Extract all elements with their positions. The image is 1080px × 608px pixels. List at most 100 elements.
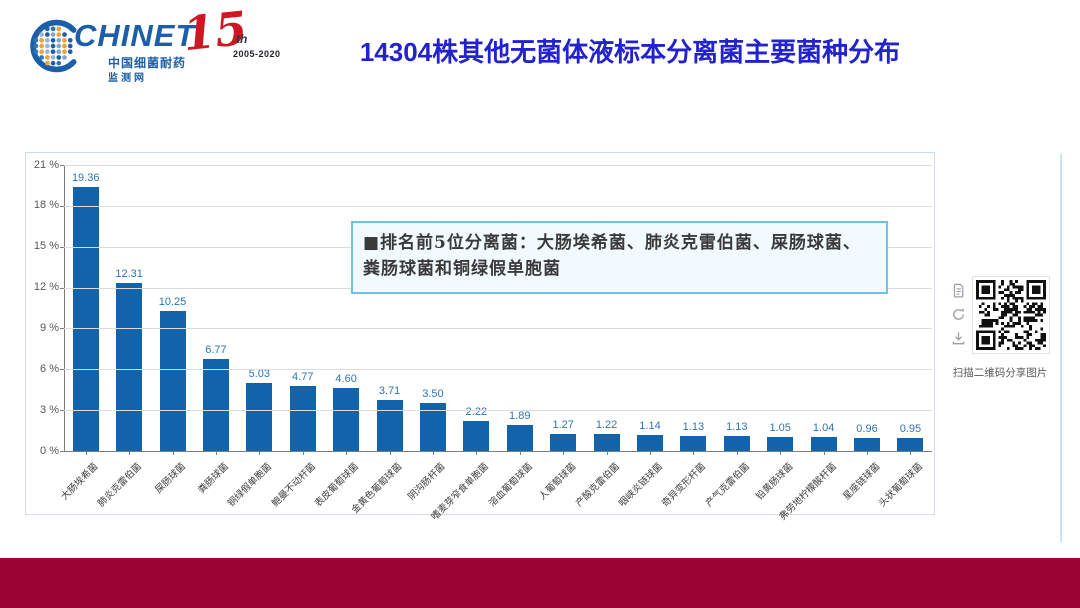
bar-chart-plot-area: 19.36 大肠埃希菌 12.31 肺炎克雷伯菌 10.25 屎肠球菌 6.77 粪肠球菌 5.…	[59, 165, 932, 523]
bar	[593, 434, 620, 451]
x-axis-tick	[85, 451, 87, 455]
bar-column: 1.14 咽峡炎链球菌	[617, 165, 671, 509]
x-axis-label: 星座链球菌	[840, 461, 882, 503]
bar-column: 5.03 铜绿假单胞菌	[226, 165, 281, 510]
gridline	[64, 205, 932, 207]
x-axis-tick	[867, 451, 869, 455]
x-axis-tick	[563, 451, 565, 455]
x-axis-label: 屎肠球菌	[152, 461, 188, 496]
right-divider-line	[1060, 154, 1062, 542]
chart-card: 19.36 大肠埃希菌 12.31 肺炎克雷伯菌 10.25 屎肠球菌 6.77 粪肠球菌 5.…	[25, 152, 935, 523]
bar-column: 12.31 肺炎克雷伯菌	[96, 165, 150, 509]
bar-column: 1.13 奇异变形杆菌	[660, 165, 715, 510]
bar-value-label: 3.50	[422, 388, 444, 401]
x-axis-tick	[606, 451, 608, 455]
gridline	[64, 165, 932, 166]
x-axis-line	[64, 451, 932, 452]
logo-cn-name: 中国细菌耐药	[108, 56, 187, 70]
gridline	[64, 328, 932, 330]
x-axis-label: 溶血葡萄球菌	[486, 461, 535, 510]
bar-column: 1.13 产气克雷伯菌	[704, 165, 758, 510]
bar	[854, 437, 881, 451]
x-axis-label: 产气克雷伯菌	[703, 461, 752, 510]
anniversary-mark: 15 th 2005-2020	[180, 1, 293, 76]
bar	[159, 311, 186, 451]
bar	[767, 436, 794, 451]
x-axis-label: 铜绿假单胞菌	[226, 461, 275, 510]
x-axis-label: 阴沟肠杆菌	[406, 461, 448, 503]
x-axis-tick	[129, 451, 131, 455]
x-axis-label: 人葡萄球菌	[536, 461, 579, 503]
x-axis-tick	[476, 451, 478, 455]
bar-columns: 19.36 大肠埃希菌 12.31 肺炎克雷伯菌 10.25 屎肠球菌 6.77 粪肠球菌 5.…	[59, 165, 932, 523]
bar-value-label: 3.71	[378, 385, 401, 398]
bar-value-label: 1.05	[769, 421, 791, 434]
bar-value-label: 10.25	[158, 296, 187, 309]
bar-value-label: 0.96	[856, 422, 878, 435]
bar-column: 1.27 人葡萄球菌	[537, 165, 584, 503]
chinet-globe-icon	[30, 19, 77, 73]
y-axis-tick	[60, 246, 64, 248]
logo-cn-name-2: 监测网	[108, 73, 147, 84]
bar-column: 1.04 弗劳地柠檬酸杆菌	[777, 165, 845, 523]
y-axis-tick	[60, 410, 64, 412]
bar	[289, 386, 316, 451]
x-axis-label: 肺炎克雷伯菌	[95, 461, 145, 510]
y-axis-tick	[60, 205, 64, 207]
bar	[72, 187, 99, 451]
x-axis-label: 粪肠球菌	[196, 461, 231, 496]
y-axis-tick	[60, 328, 64, 330]
bar-value-label: 1.22	[595, 419, 618, 432]
bar-value-label: 4.60	[335, 373, 357, 386]
y-axis-tick-label: 18 %	[33, 199, 59, 212]
download-icon[interactable]	[951, 331, 966, 346]
x-axis-tick	[346, 451, 348, 455]
y-axis-tick-label: 21 %	[33, 158, 59, 171]
bar-value-label: 4.77	[292, 371, 314, 384]
bar	[202, 358, 229, 451]
bar	[463, 420, 490, 451]
bar	[723, 435, 750, 451]
bar-value-label: 2.22	[465, 405, 488, 418]
bar-column: 0.96 星座链球菌	[841, 165, 888, 503]
footer-accent-bar	[0, 558, 1080, 608]
x-axis-tick	[519, 451, 521, 455]
annotation-box: ■排名前5位分离菌：大肠埃希菌、肺炎克雷伯菌、屎肠球菌、粪肠球菌和铜绿假单胞菌	[351, 221, 888, 294]
bar	[897, 438, 924, 451]
bar-value-label: 19.36	[71, 172, 100, 185]
y-axis-tick-label: 3 %	[40, 403, 59, 416]
bar-column: 1.05 铅黄肠球菌	[754, 165, 802, 503]
page-title: 14304株其他无菌体液标本分离菌主要菌种分布	[359, 37, 901, 67]
y-axis-tick	[60, 287, 64, 289]
x-axis-label: 大肠埃希菌	[59, 461, 101, 503]
bar-value-label: 1.89	[509, 410, 531, 423]
x-axis-tick	[780, 451, 782, 455]
refresh-icon[interactable]	[951, 307, 966, 322]
bar	[116, 283, 143, 451]
x-axis-tick	[389, 451, 391, 455]
y-axis-tick-label: 0 %	[40, 444, 59, 457]
y-axis-tick-label: 9 %	[40, 321, 59, 334]
x-axis-label: 鲍曼不动杆菌	[269, 461, 318, 510]
qr-caption: 扫描二维码分享图片	[952, 367, 1048, 379]
x-axis-label: 产酸克雷伯菌	[573, 461, 622, 510]
x-axis-label: 奇异变形杆菌	[660, 461, 709, 510]
x-axis-tick	[302, 451, 304, 455]
gridline	[64, 369, 932, 371]
bar-column: 10.25 屎肠球菌	[151, 165, 194, 495]
y-axis-tick-label: 15 %	[33, 240, 59, 253]
qr-code-image	[976, 280, 1046, 350]
bar-column: 3.50 阴沟肠杆菌	[406, 165, 454, 502]
copy-icon[interactable]	[951, 283, 966, 298]
bar-value-label: 1.27	[552, 418, 574, 431]
x-axis-tick	[432, 451, 434, 455]
bar-column: 2.22 嗜麦芽窄食单胞菌	[430, 165, 498, 523]
y-axis-tick	[60, 165, 64, 166]
bar	[333, 388, 360, 451]
bar	[810, 436, 837, 451]
y-axis-line	[64, 165, 65, 451]
bar	[680, 435, 707, 451]
bar	[376, 400, 403, 451]
bar-value-label: 1.13	[726, 420, 748, 433]
brand-text: CHINET	[74, 18, 196, 53]
